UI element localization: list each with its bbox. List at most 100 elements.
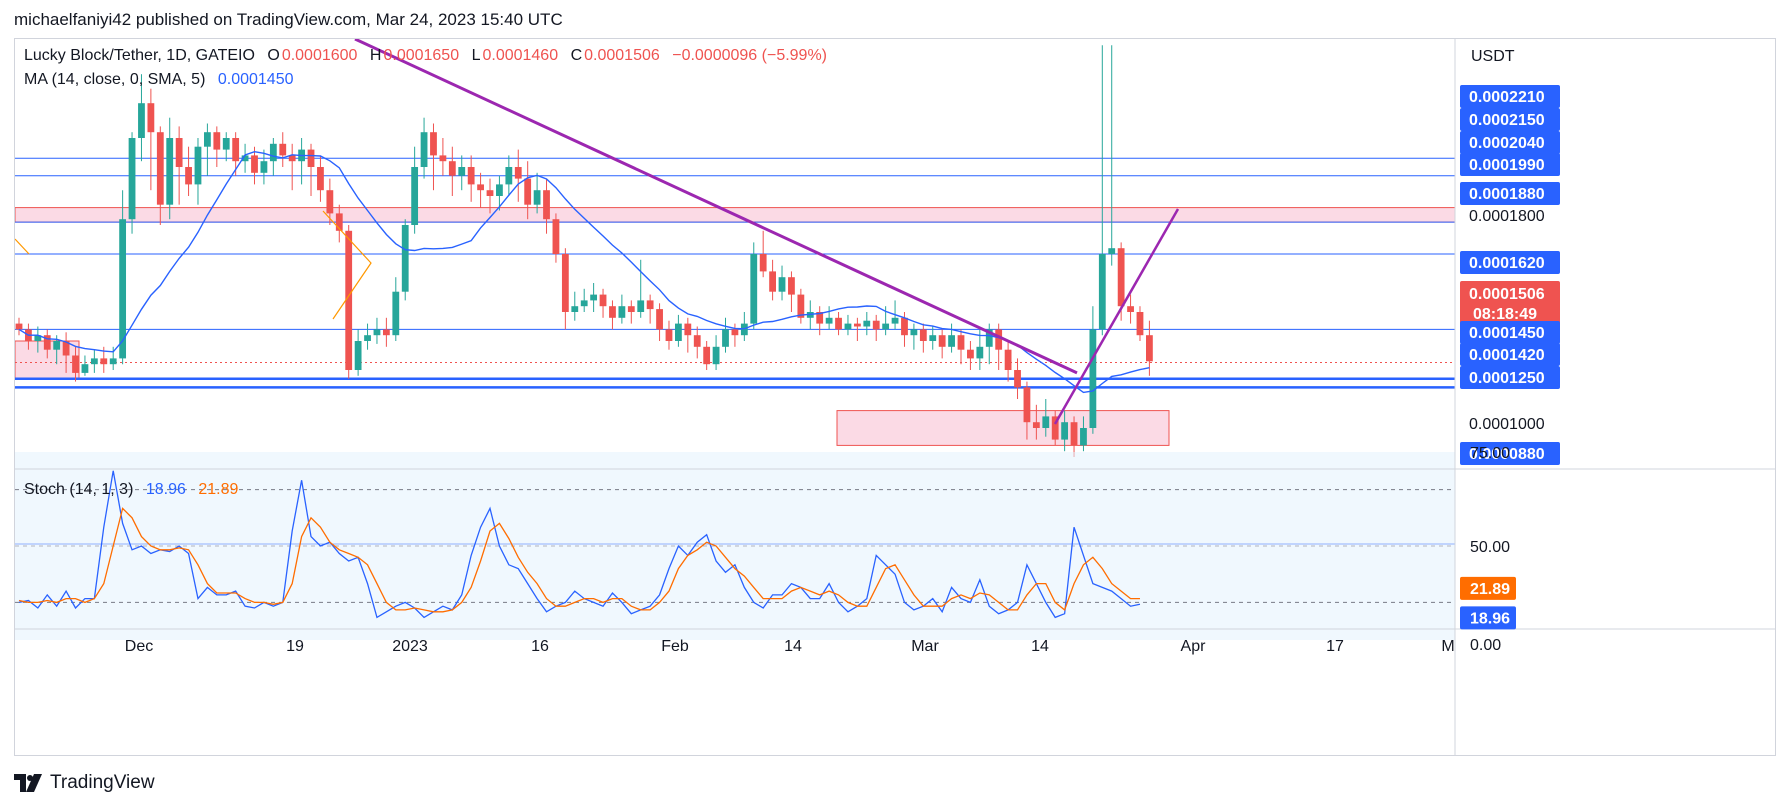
candle — [646, 294, 654, 324]
candle — [467, 155, 475, 202]
candle — [712, 335, 720, 370]
price-tag — [1460, 321, 1560, 344]
candle — [750, 242, 758, 330]
price-tick-label: 0.0001000 — [1469, 416, 1545, 433]
stoch-tick-label: 75.00 — [1470, 445, 1510, 462]
candle — [279, 132, 287, 167]
candle-body — [335, 213, 343, 231]
price-tick-label: 0.0001880 — [1469, 186, 1545, 203]
candle — [853, 317, 861, 341]
candle — [298, 138, 305, 185]
price-tick-label: 0.0002040 — [1469, 135, 1545, 152]
price-tag — [1460, 442, 1560, 465]
candle-body — [156, 132, 164, 205]
candle — [1051, 410, 1059, 446]
candle-body — [901, 317, 908, 336]
candle-body — [1032, 422, 1040, 428]
candle — [354, 329, 362, 376]
chart-frame[interactable]: USDT 0.0002210 0.0002150 0.0002040 0.0001990… — [14, 38, 1776, 756]
candle — [524, 161, 532, 220]
candle-body — [722, 329, 729, 347]
candle — [307, 143, 315, 196]
candle — [844, 314, 852, 336]
candle-body — [788, 277, 795, 295]
candle — [43, 329, 51, 359]
candle — [985, 323, 993, 365]
candle — [72, 346, 79, 382]
candle — [863, 312, 871, 336]
time-tick-label: 14 — [784, 638, 802, 655]
candle-body — [477, 184, 484, 191]
candle-body — [750, 254, 758, 324]
candle-body — [1023, 387, 1031, 423]
candles-layer — [15, 45, 1153, 457]
candle — [411, 146, 419, 234]
price-tick-label: 0.0002150 — [1469, 112, 1545, 129]
tradingview-brand[interactable]: TradingView — [14, 772, 155, 794]
candle-body — [882, 323, 890, 330]
candle — [373, 317, 381, 344]
candle — [948, 323, 955, 353]
stoch-tick-label: 0.00 — [1470, 637, 1501, 654]
candle — [194, 138, 202, 205]
candle — [458, 155, 466, 191]
candle-body — [1004, 349, 1012, 370]
high-value: 0.0001650 — [383, 47, 460, 64]
candle-body — [486, 190, 494, 196]
candle — [552, 213, 560, 263]
candle — [759, 230, 767, 278]
candle-body — [81, 364, 89, 373]
candle — [1032, 404, 1040, 440]
candle — [430, 123, 437, 191]
candle — [1146, 320, 1153, 376]
candle — [957, 329, 965, 365]
candle-body — [467, 167, 475, 185]
candle-body — [929, 335, 937, 341]
change-value: −0.0000096 (−5.99%) — [672, 47, 828, 64]
candle — [731, 323, 739, 347]
candle — [561, 248, 569, 330]
price-tag — [1460, 131, 1560, 154]
price-tag — [1460, 343, 1560, 366]
candle-body — [1127, 306, 1134, 312]
candle — [769, 259, 776, 301]
candle — [543, 178, 550, 234]
candle-body — [1051, 416, 1059, 440]
candle-body — [34, 335, 42, 341]
candle-body — [307, 149, 315, 167]
candle — [448, 146, 456, 196]
last-price-badge — [1460, 281, 1560, 325]
open-label: O — [267, 47, 280, 64]
price-tick-label: 0.0001420 — [1469, 347, 1545, 364]
candle-body — [43, 335, 51, 350]
candle — [251, 146, 258, 185]
time-tick-label: 14 — [1031, 638, 1049, 655]
stoch-d-badge-label: 21.89 — [1470, 581, 1510, 598]
candle — [15, 317, 23, 336]
stoch-K-line — [18, 470, 1141, 619]
close-value: 0.0001506 — [584, 47, 660, 64]
candle — [222, 132, 230, 162]
candle-body — [957, 335, 965, 350]
stoch-k-badge — [1460, 606, 1516, 630]
candle-body — [345, 230, 353, 370]
candle — [1089, 306, 1097, 434]
candle — [816, 306, 824, 336]
price-chart-svg[interactable]: USDT 0.0002210 0.0002150 0.0002040 0.0001990… — [15, 39, 1775, 755]
candle — [53, 335, 61, 365]
candle — [34, 326, 42, 353]
ma-layer — [18, 150, 1150, 394]
axis-layer: USDT 0.0002210 0.0002150 0.0002040 0.0001990… — [15, 39, 1775, 755]
candle-body — [835, 317, 842, 330]
candle-body — [712, 346, 720, 365]
candle-body — [543, 190, 550, 220]
orange-pattern — [322, 210, 372, 320]
candle-body — [448, 161, 456, 176]
candle — [533, 172, 541, 214]
low-label: L — [471, 47, 481, 64]
candle — [1061, 410, 1069, 452]
candle-body — [985, 329, 993, 347]
candle-body — [627, 306, 635, 312]
symbol-legend: Lucky Block/Tether, 1D, GATEIO O 0.000160… — [24, 47, 829, 65]
candle — [81, 355, 89, 376]
